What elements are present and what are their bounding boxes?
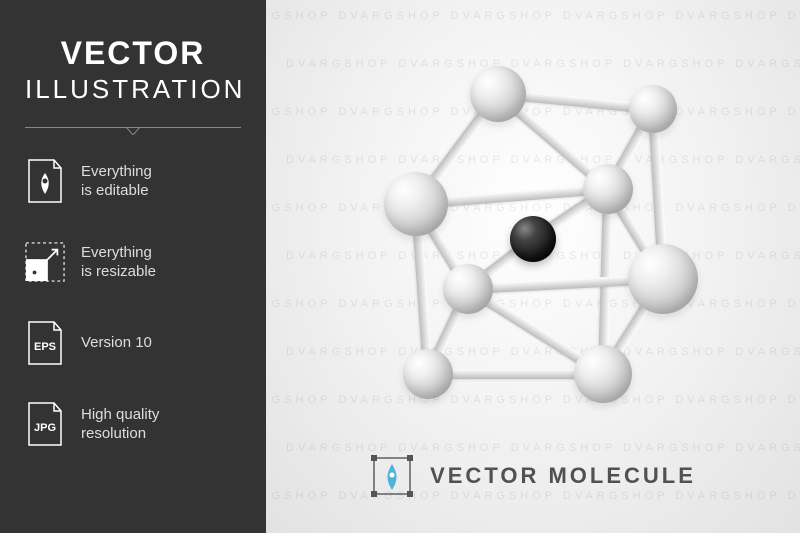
atom-light [574,345,632,403]
atom-light [583,164,633,214]
atom-light [384,172,448,236]
jpg-icon: JPG [25,401,65,447]
molecule-diagram [358,54,708,404]
atom-dark [510,216,556,262]
feature-jpg: JPG High quality resolution [25,401,241,447]
title-secondary: ILLUSTRATION [25,74,241,105]
atom-light [628,244,698,314]
svg-text:EPS: EPS [34,341,56,353]
feature-eps: EPS Version 10 [25,320,241,366]
eps-icon: EPS [25,320,65,366]
feature-resizable: Everything is resizable [25,239,241,285]
feature-text: Everything is resizable [81,243,156,282]
preview-label: VECTOR MOLECULE [430,463,696,489]
feature-text: Version 10 [81,333,152,353]
divider [25,127,241,128]
atom-light [470,66,526,122]
preview-caption: VECTOR MOLECULE [266,454,800,498]
feature-editable: Everything is editable [25,158,241,204]
svg-text:JPG: JPG [34,422,56,434]
pen-doc-icon [25,158,65,204]
sidebar: VECTOR ILLUSTRATION Everything is editab… [0,0,266,533]
resize-icon [25,239,65,285]
atom-light [629,85,677,133]
atom-light [443,264,493,314]
title-primary: VECTOR [25,35,241,72]
feature-text: High quality resolution [81,405,159,444]
atom-light [403,349,453,399]
anchor-pen-icon [370,454,414,498]
feature-text: Everything is editable [81,162,152,201]
preview-panel: DVARGSHOP DVARGSHOP DVARGSHOP DVARGSHOP … [266,0,800,533]
